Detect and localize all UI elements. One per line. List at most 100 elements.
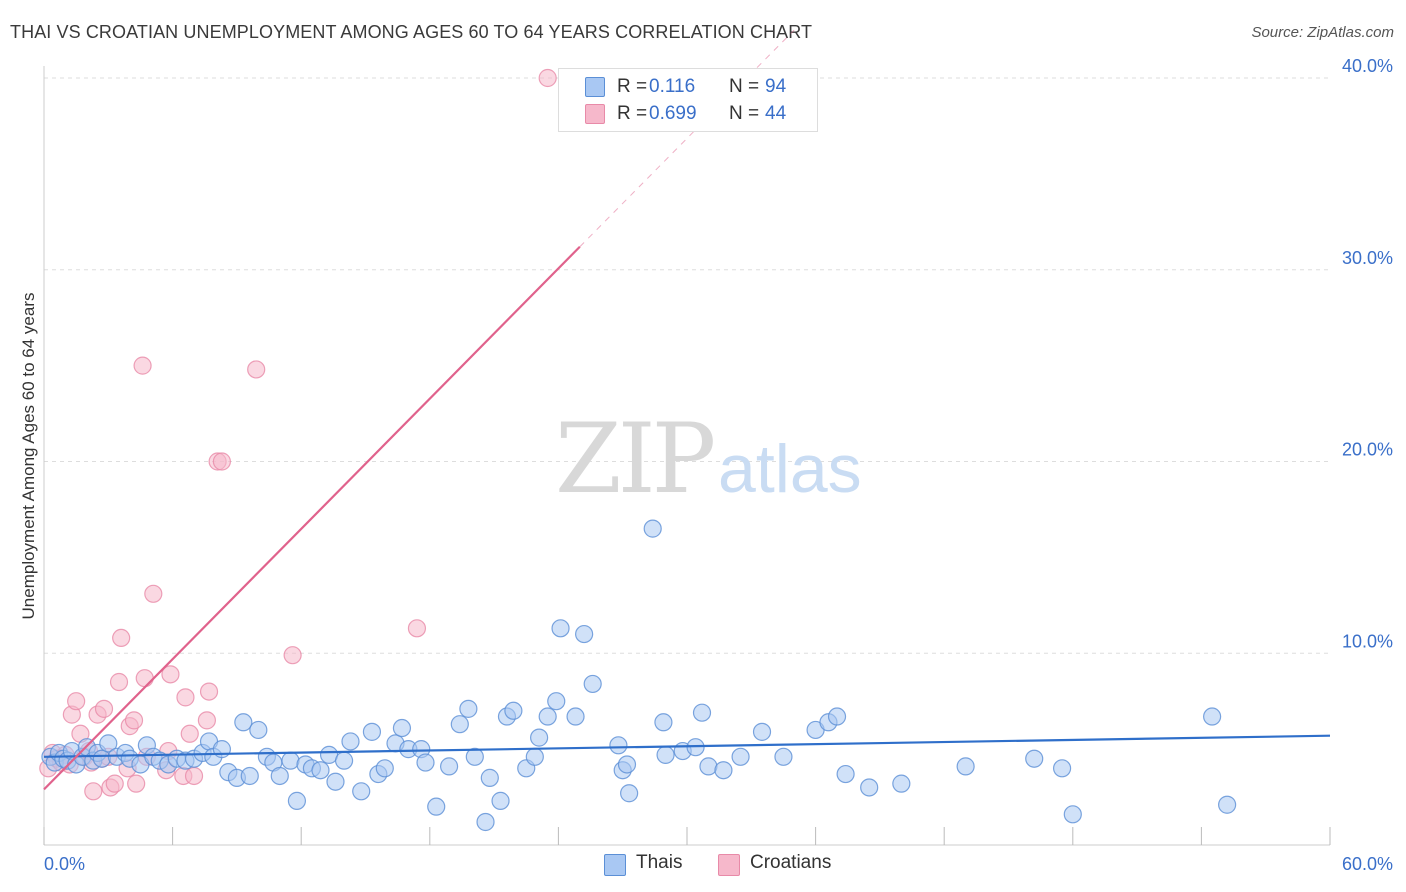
thai-point — [547, 692, 566, 711]
thai-point — [427, 797, 446, 816]
y-tick-label: 20.0% — [1342, 440, 1393, 460]
legend-n-value: 44 — [765, 103, 787, 124]
thai-point — [375, 759, 394, 778]
thai-point — [439, 757, 459, 776]
thai-point — [1052, 759, 1072, 778]
y-tick-label: 30.0% — [1342, 248, 1393, 268]
thai-point — [525, 747, 544, 766]
y-tick-label: 40.0% — [1342, 56, 1393, 76]
bottom-legend-swatch-croatians — [718, 854, 740, 876]
thai-point — [504, 701, 523, 720]
thai-point — [617, 755, 637, 774]
watermark: ZIP atlas — [555, 403, 862, 515]
croatian-point — [109, 672, 129, 692]
watermark-atlas: atlas — [718, 431, 862, 507]
correlation-legend: R = 0.116 N = 94 R = 0.699 N = 44 — [558, 68, 818, 132]
thai-point — [465, 747, 484, 766]
thai-point — [551, 619, 570, 638]
thai-point — [1025, 749, 1044, 768]
thai-point — [699, 757, 718, 776]
thai-point — [1218, 795, 1237, 814]
thai-point — [99, 734, 118, 753]
croatian-point — [144, 584, 163, 603]
legend-n-value: 94 — [765, 76, 787, 97]
source-label: Source: ZipAtlas.com — [1251, 24, 1394, 41]
croatian-point — [124, 711, 144, 730]
legend-swatch-croatians — [585, 104, 605, 124]
legend-swatch-thais — [585, 77, 605, 97]
bottom-legend-label-thais: Thais — [636, 852, 683, 873]
croatian-point — [105, 774, 124, 793]
thai-point — [656, 745, 675, 764]
croatian-point — [135, 669, 154, 688]
croatian-point — [112, 628, 131, 648]
thai-point — [341, 732, 360, 751]
thai-point — [270, 766, 289, 786]
thai-point — [326, 772, 345, 791]
thai-point — [311, 761, 330, 780]
croatian-trendline — [43, 245, 581, 791]
bottom-legend-label-croatians: Croatians — [750, 852, 832, 873]
thai-point — [583, 674, 602, 694]
y-axis-label: Unemployment Among Ages 60 to 64 years — [19, 293, 38, 620]
thai-point — [566, 707, 585, 726]
thai-point — [692, 703, 712, 722]
thai-point — [476, 812, 495, 832]
thai-point — [1063, 805, 1082, 824]
thai-point — [459, 699, 478, 718]
croatian-trendline — [579, 29, 795, 248]
croatian-point — [133, 356, 152, 375]
thai-point — [1203, 707, 1222, 726]
thai-point — [234, 713, 253, 732]
thai-point — [480, 768, 499, 787]
croatian-points — [39, 68, 557, 801]
thai-point — [240, 766, 259, 786]
thai-point — [827, 707, 847, 726]
watermark-zip: ZIP — [555, 403, 714, 515]
croatian-point — [199, 682, 219, 701]
bottom-legend-swatch-thais — [604, 854, 626, 876]
thai-point — [92, 749, 111, 768]
x-tick-label: 60.0% — [1342, 854, 1393, 874]
thai-point — [416, 753, 435, 772]
thai-point — [530, 728, 549, 747]
croatian-point — [184, 766, 204, 786]
thai-point — [249, 720, 268, 740]
legend-n-label: N = — [729, 103, 760, 124]
croatian-point — [161, 665, 180, 684]
chart-title: THAI VS CROATIAN UNEMPLOYMENT AMONG AGES… — [10, 22, 813, 42]
thai-point — [714, 761, 733, 780]
thai-point — [352, 782, 371, 801]
thai-point — [362, 722, 382, 741]
axes — [43, 66, 1331, 846]
trendlines — [43, 29, 1331, 791]
grid-lines — [44, 77, 1330, 654]
thai-point — [752, 722, 772, 741]
thai-point — [491, 791, 510, 810]
legend-r-label: R = — [617, 103, 648, 124]
croatian-point — [538, 68, 557, 88]
legend-r-label: R = — [617, 76, 648, 97]
croatian-point — [283, 646, 302, 665]
croatian-point — [127, 774, 146, 793]
thai-point — [609, 736, 628, 755]
thai-point — [575, 624, 594, 644]
thai-points — [41, 519, 1237, 832]
thai-point — [334, 751, 354, 770]
legend-r-value: 0.699 — [649, 103, 697, 124]
thai-trendline — [43, 734, 1331, 758]
thai-point — [654, 713, 673, 732]
thai-point — [212, 740, 231, 759]
croatian-point — [94, 699, 114, 718]
thai-point — [287, 791, 307, 810]
thai-point — [450, 715, 469, 734]
thai-point — [281, 751, 300, 770]
axis-labels: 10.0% 20.0% 30.0% 40.0% 0.0% 60.0% Unemploymen… — [19, 56, 1393, 874]
y-tick-label: 10.0% — [1342, 631, 1393, 651]
thai-point — [956, 757, 975, 776]
croatian-point — [84, 782, 103, 801]
legend-r-value: 0.116 — [649, 76, 696, 97]
thai-point — [731, 747, 750, 766]
croatian-point — [180, 724, 199, 743]
